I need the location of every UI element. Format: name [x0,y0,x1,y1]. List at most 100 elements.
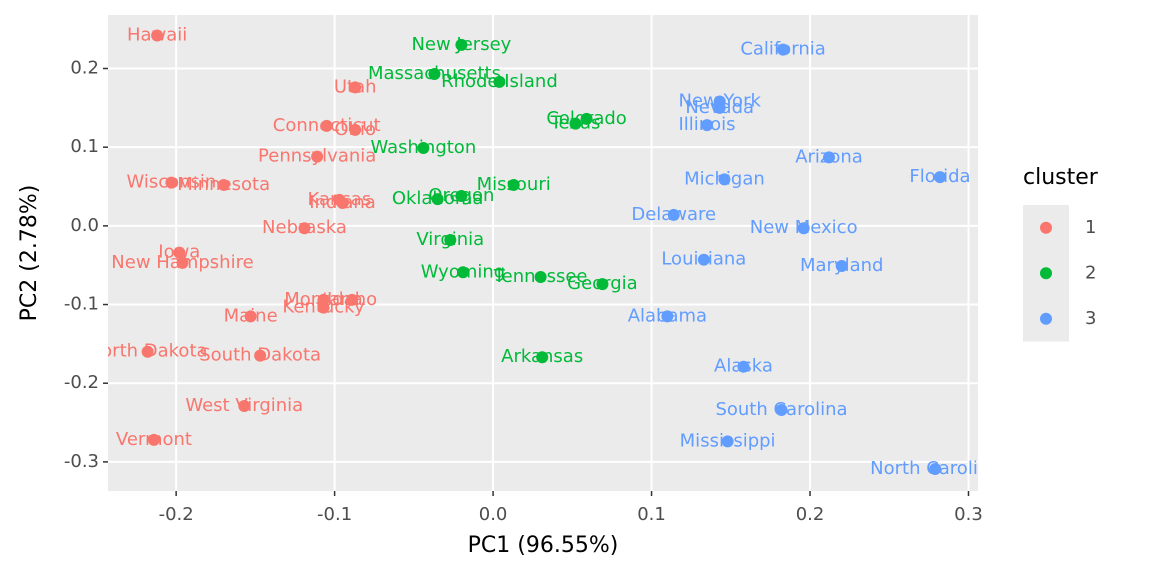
point-label: Florida [909,166,970,187]
point-label: Mississippi [680,430,776,451]
point [507,178,520,191]
point-label: West Virginia [185,395,303,416]
point [721,435,734,448]
point [569,117,582,130]
point-label: Oregon [428,185,494,206]
legend-title: cluster [1023,165,1099,190]
y-tick-label: 0.2 [70,58,99,79]
point [217,178,230,191]
point [428,68,441,81]
legend-label: 2 [1085,262,1096,283]
point [737,360,750,373]
point-label: Wyoming [421,261,506,282]
point-label: Texas [550,113,601,134]
point-label: New Hampshire [111,252,253,273]
point [417,141,430,154]
point-label: Tennessee [493,266,588,287]
point-label: Hawaii [127,24,187,45]
point-label: Arizona [795,146,863,167]
point-label: Nebraska [262,217,347,238]
point [320,119,333,132]
point-label: Oklahoma [392,188,484,209]
point [244,310,257,323]
point-label: Wisconsin [126,172,216,193]
point-label: Michigan [684,168,765,189]
x-tick-label: -0.2 [159,504,194,525]
point-label: Montana [284,289,362,310]
point-label: New Mexico [750,217,858,238]
point [165,176,178,189]
point-label: Maine [224,305,278,326]
point-label: Alabama [628,305,707,326]
point [141,345,154,358]
point [701,119,714,132]
legend-key [1040,267,1052,280]
point [933,171,946,184]
point-label: Washington [370,137,476,158]
y-tick-label: 0.0 [70,215,99,236]
point [147,433,160,446]
point [254,349,267,362]
y-axis-title: PC2 (2.78%) [17,185,42,322]
point [311,150,324,163]
legend: cluster 1 2 3 [1023,165,1099,342]
point [797,222,810,235]
point-label: South Carolina [715,399,847,420]
point-label: Virginia [416,229,484,250]
point [456,266,469,279]
point-label: Rhode Island [441,71,558,92]
x-axis-title: PC1 (96.55%) [468,533,619,558]
point-label: Vermont [116,429,192,450]
point-label: Idaho [327,289,377,310]
point-label: Indiana [309,192,376,213]
point [151,29,164,42]
axes: -0.2 -0.1 0.0 0.1 0.2 0.3 -0.3 -0.2 -0.1 0.0 0.1 0.… [64,58,983,525]
panel [108,15,978,491]
point [596,278,609,291]
point [349,81,362,94]
point-label: Alaska [714,356,773,377]
point [667,208,680,221]
point-label: Kentucky [282,297,365,318]
point-label: South Dakota [199,345,321,366]
point-label: Arkansas [501,346,583,367]
legend-key [1040,312,1052,325]
x-tick-label: -0.1 [317,504,352,525]
point-label: Delaware [631,204,716,225]
point-label: California [740,39,825,60]
legend-label: 1 [1085,217,1096,238]
point [455,38,468,51]
y-tick-label: -0.2 [64,372,99,393]
point [317,301,330,314]
x-tick-label: 0.3 [954,504,983,525]
y-tick-label: -0.1 [64,294,99,315]
point [713,101,726,114]
point-label: Nevada [685,97,754,118]
point-label: Colorado [546,108,626,129]
y-tick-label: 0.1 [70,136,99,157]
point-label: Maryland [800,255,883,276]
legend-label: 3 [1085,308,1096,329]
point-label: North Dakota [88,341,208,362]
point-label: Pennsylvania [258,146,376,167]
point-label: Ohio [334,119,376,140]
point [444,234,457,247]
point [346,293,359,306]
point [298,222,311,235]
point [718,173,731,186]
point [176,256,189,269]
point-label: Illinois [678,114,735,135]
point-label: Louisiana [661,249,746,270]
x-tick-label: 0.2 [796,504,825,525]
point [336,197,349,210]
point-label: Utah [334,76,377,97]
point [238,400,251,413]
point [777,43,790,56]
point-label: Iowa [158,242,200,263]
legend-key [1040,221,1052,234]
point-label: Missouri [477,174,551,195]
point-label: Massachusetts [368,63,501,84]
point [493,75,506,88]
